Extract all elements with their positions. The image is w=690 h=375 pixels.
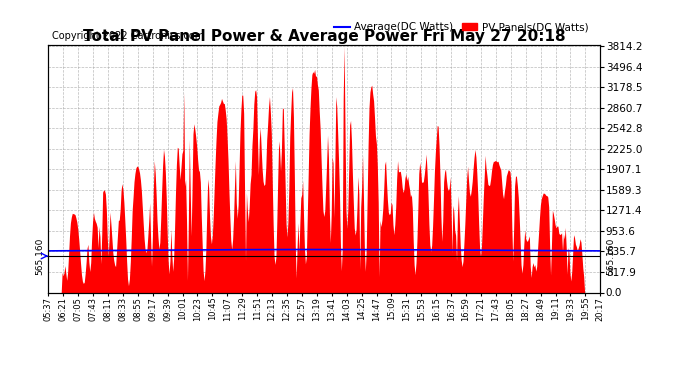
Text: 565.160: 565.160 — [606, 237, 615, 275]
Title: Total PV Panel Power & Average Power Fri May 27 20:18: Total PV Panel Power & Average Power Fri… — [83, 29, 566, 44]
Text: Copyright 2022 Cartronics.com: Copyright 2022 Cartronics.com — [52, 32, 204, 41]
Legend: Average(DC Watts), PV Panels(DC Watts): Average(DC Watts), PV Panels(DC Watts) — [331, 18, 592, 36]
